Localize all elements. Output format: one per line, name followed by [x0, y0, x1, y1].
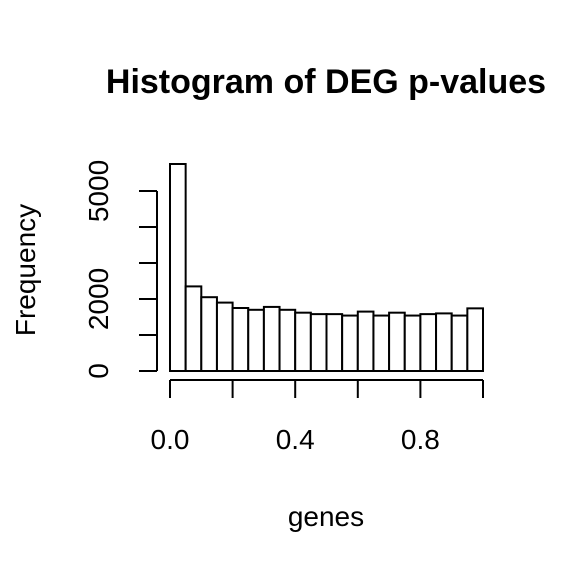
histogram-bar — [325, 313, 344, 372]
bars-group — [169, 163, 485, 373]
x-tick-label: 0.0 — [151, 424, 190, 455]
y-axis-label: Frequency — [10, 204, 41, 336]
histogram-bar — [466, 307, 485, 372]
y-axis: 0 2000 5000 — [83, 160, 158, 379]
x-tick-label: 0.8 — [401, 424, 440, 455]
x-tick-label: 0.4 — [276, 424, 315, 455]
histogram-bar — [450, 314, 469, 372]
y-tick-label: 0 — [83, 363, 114, 379]
histogram-bar — [403, 314, 422, 372]
histogram-bar — [294, 311, 312, 372]
y-tick-label: 2000 — [83, 268, 114, 330]
histogram-bar — [169, 163, 187, 372]
histogram-bar — [341, 314, 359, 372]
histogram-bar — [247, 308, 265, 372]
x-axis: 0.0 0.4 0.8 — [151, 379, 484, 455]
histogram-bar — [388, 311, 406, 372]
histogram-bar — [278, 308, 297, 372]
chart-title: Histogram of DEG p-values — [106, 63, 546, 101]
x-axis-label: genes — [288, 501, 364, 532]
histogram-bar — [184, 285, 203, 372]
histogram-bar — [356, 310, 375, 373]
histogram-bar — [215, 301, 234, 373]
y-tick-label: 5000 — [83, 160, 114, 222]
histogram-bar — [372, 314, 391, 372]
histogram-bar — [231, 307, 250, 372]
histogram-bar — [435, 312, 453, 372]
histogram-bar — [419, 313, 438, 372]
histogram-bar — [200, 296, 218, 373]
histogram-bar — [262, 305, 281, 373]
histogram-bar — [309, 313, 328, 372]
